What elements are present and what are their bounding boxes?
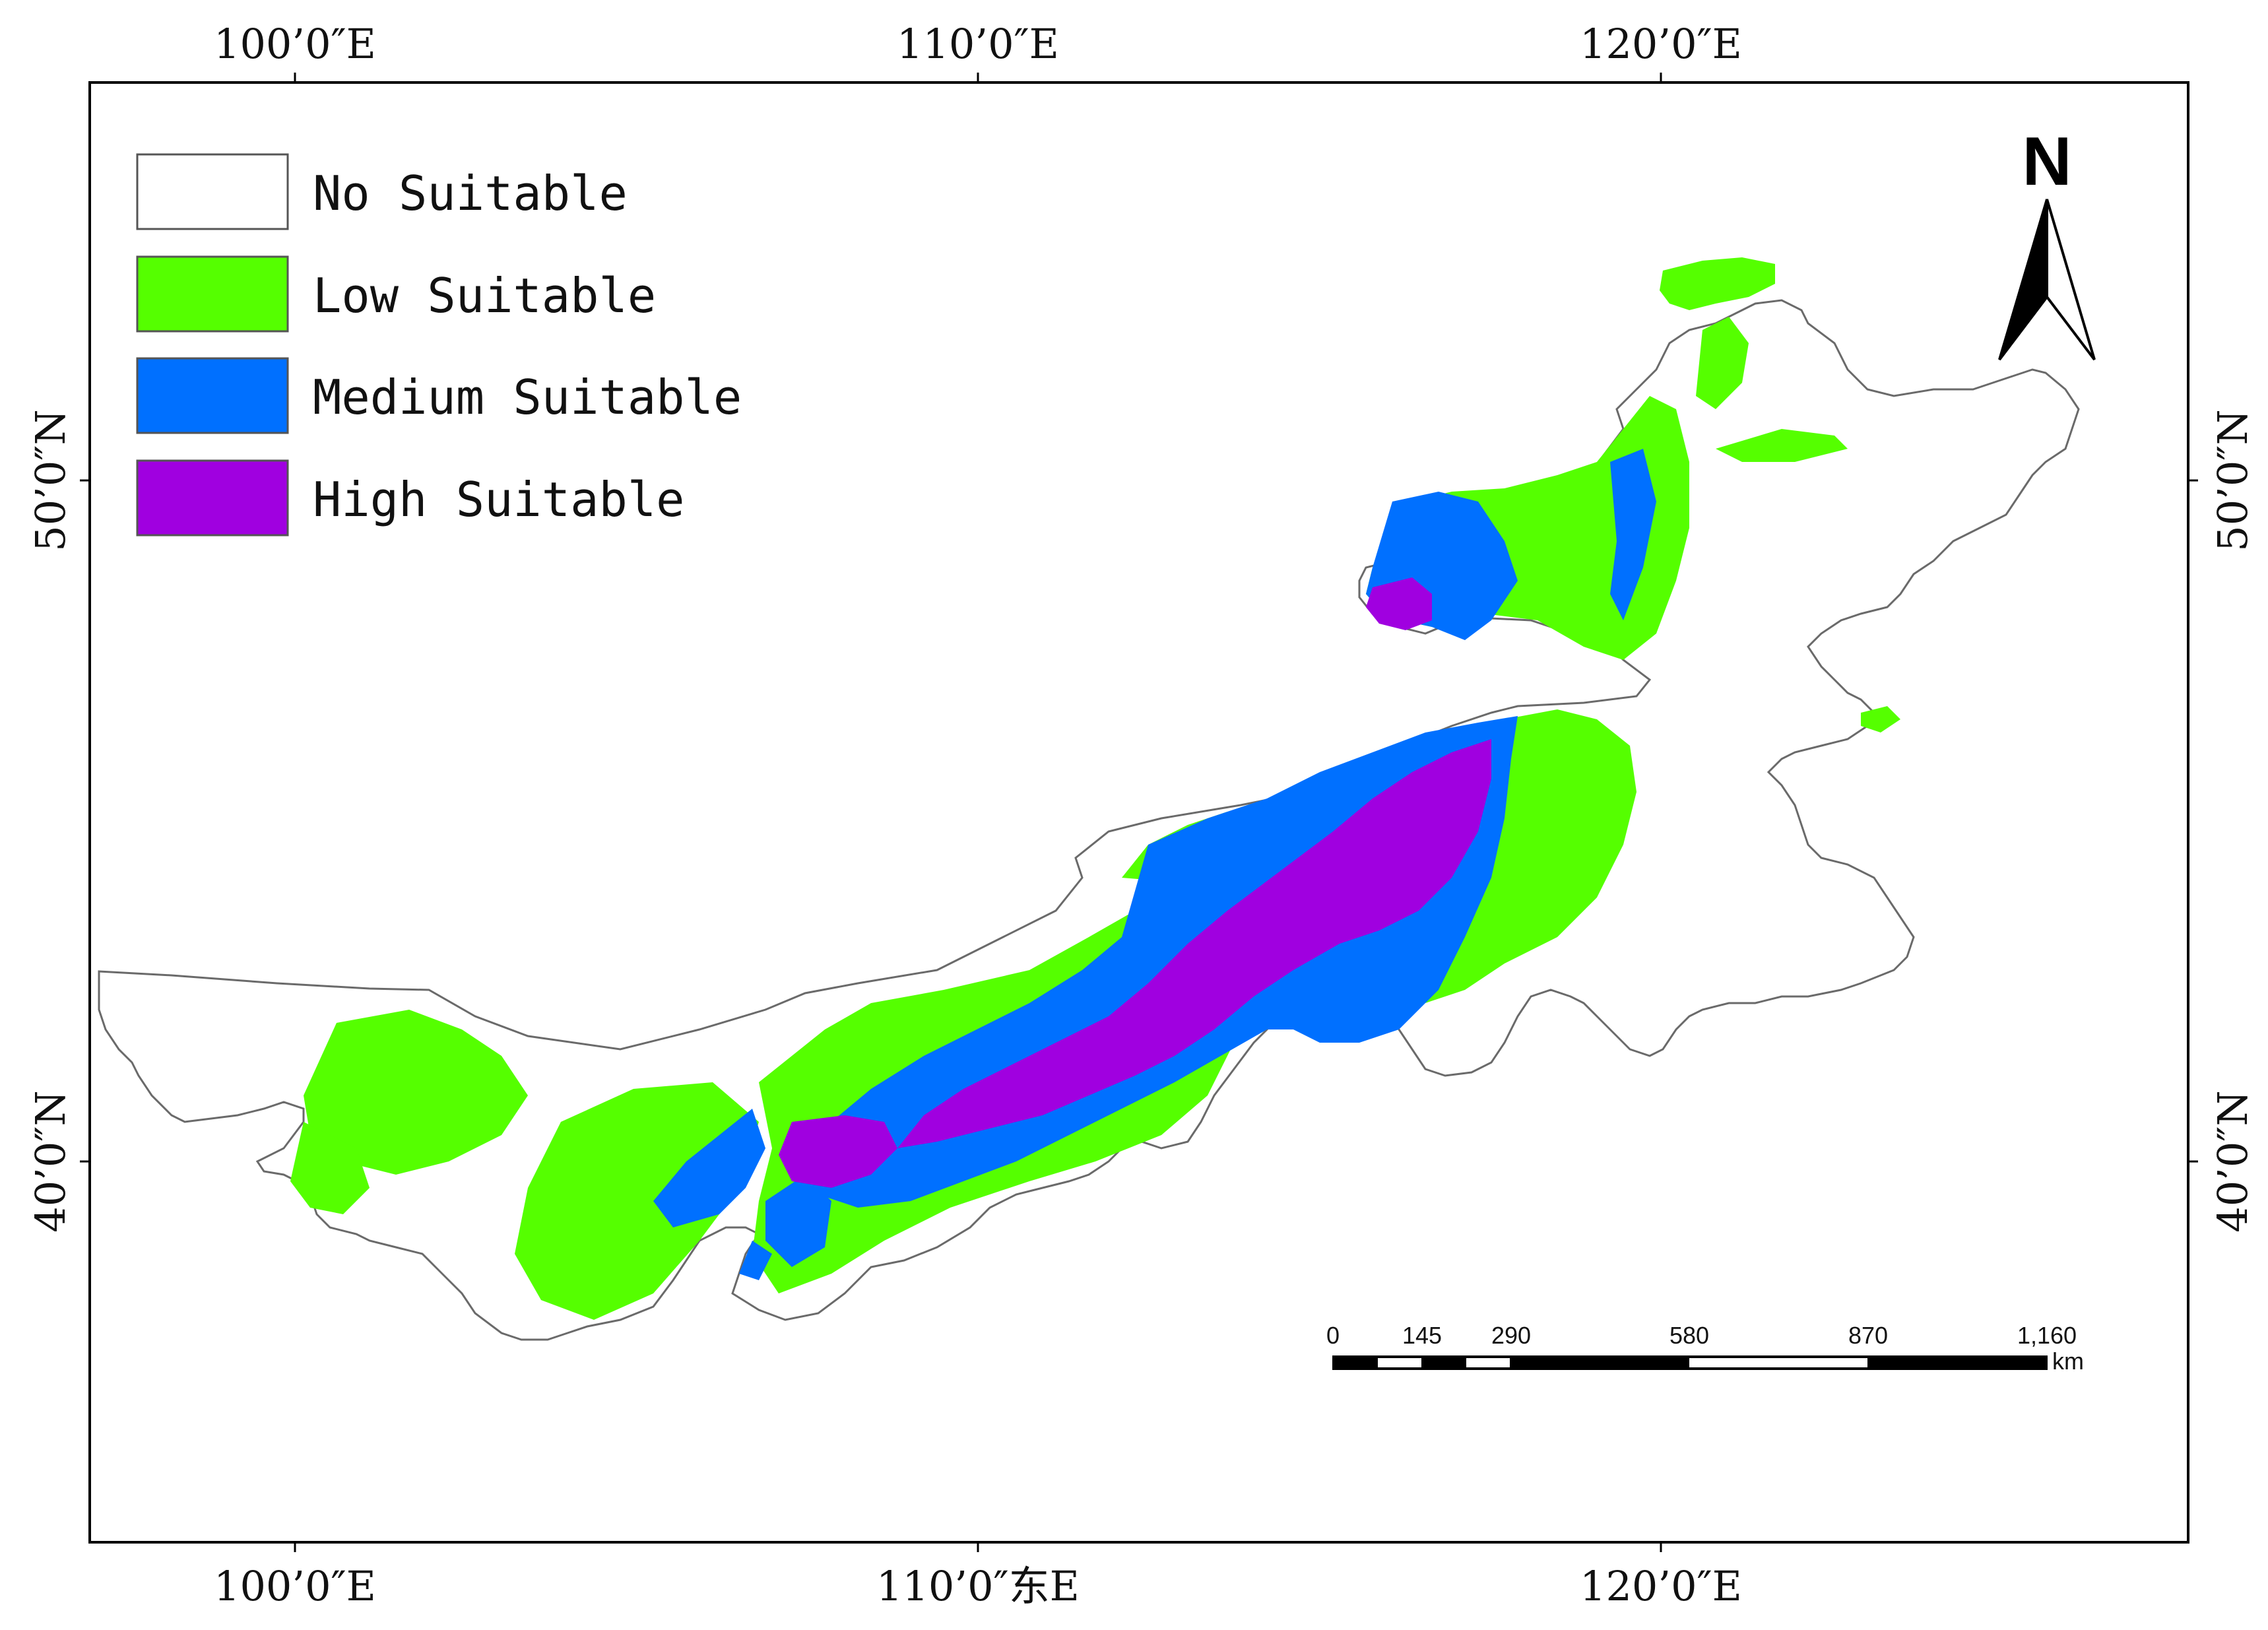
north-arrow-label: N: [2022, 123, 2071, 200]
top-lon-label-100: 100’0″E: [214, 20, 376, 68]
legend-label-no-suitable: No Suitable: [313, 166, 628, 221]
right-lat-label-40: 40’0″N: [2209, 1090, 2257, 1232]
left-lat-label-40: 40’0″N: [26, 1090, 75, 1232]
north-arrow-icon-outline: [2046, 199, 2096, 361]
bottom-lon-label-120: 120’0″E: [1580, 1562, 1742, 1610]
scale-unit: km: [2052, 1348, 2084, 1375]
scale-tick-580: 580: [1669, 1322, 1709, 1349]
right-lat-label-50: 50’0″N: [2209, 409, 2257, 551]
scale-tick-145: 145: [1402, 1322, 1442, 1349]
legend-label-medium-suitable: Medium Suitable: [313, 370, 742, 425]
left-lat-label-50: 50’0″N: [26, 409, 75, 551]
scale-bar: 0 145 290 580 870 1,160 km: [1326, 1322, 2084, 1375]
graticule-ticks: [80, 73, 2198, 1552]
legend-swatch-no-suitable: [136, 153, 289, 230]
top-lon-label-110: 110’0″E: [897, 20, 1059, 68]
bottom-lon-label-110: 110’0″东E: [876, 1562, 1080, 1610]
legend-label-low-suitable: Low Suitable: [313, 268, 656, 323]
scale-tick-290: 290: [1491, 1322, 1531, 1349]
legend-label-high-suitable: High Suitable: [313, 472, 685, 527]
top-lon-label-120: 120’0″E: [1580, 20, 1742, 68]
scale-tick-0: 0: [1326, 1322, 1340, 1349]
scale-tick-870: 870: [1848, 1322, 1888, 1349]
north-arrow: N: [1998, 123, 2096, 361]
legend-swatch-low-suitable: [136, 255, 289, 333]
bottom-lon-label-100: 100’0″E: [214, 1562, 376, 1610]
legend-swatch-high-suitable: [136, 459, 289, 537]
map-frame: [88, 81, 2189, 1544]
scale-tick-1160: 1,160: [2017, 1322, 2077, 1349]
legend-swatch-medium-suitable: [136, 357, 289, 434]
legend: No Suitable Low Suitable Medium Suitable…: [136, 153, 742, 537]
high-suitable-areas: [779, 577, 1491, 1188]
